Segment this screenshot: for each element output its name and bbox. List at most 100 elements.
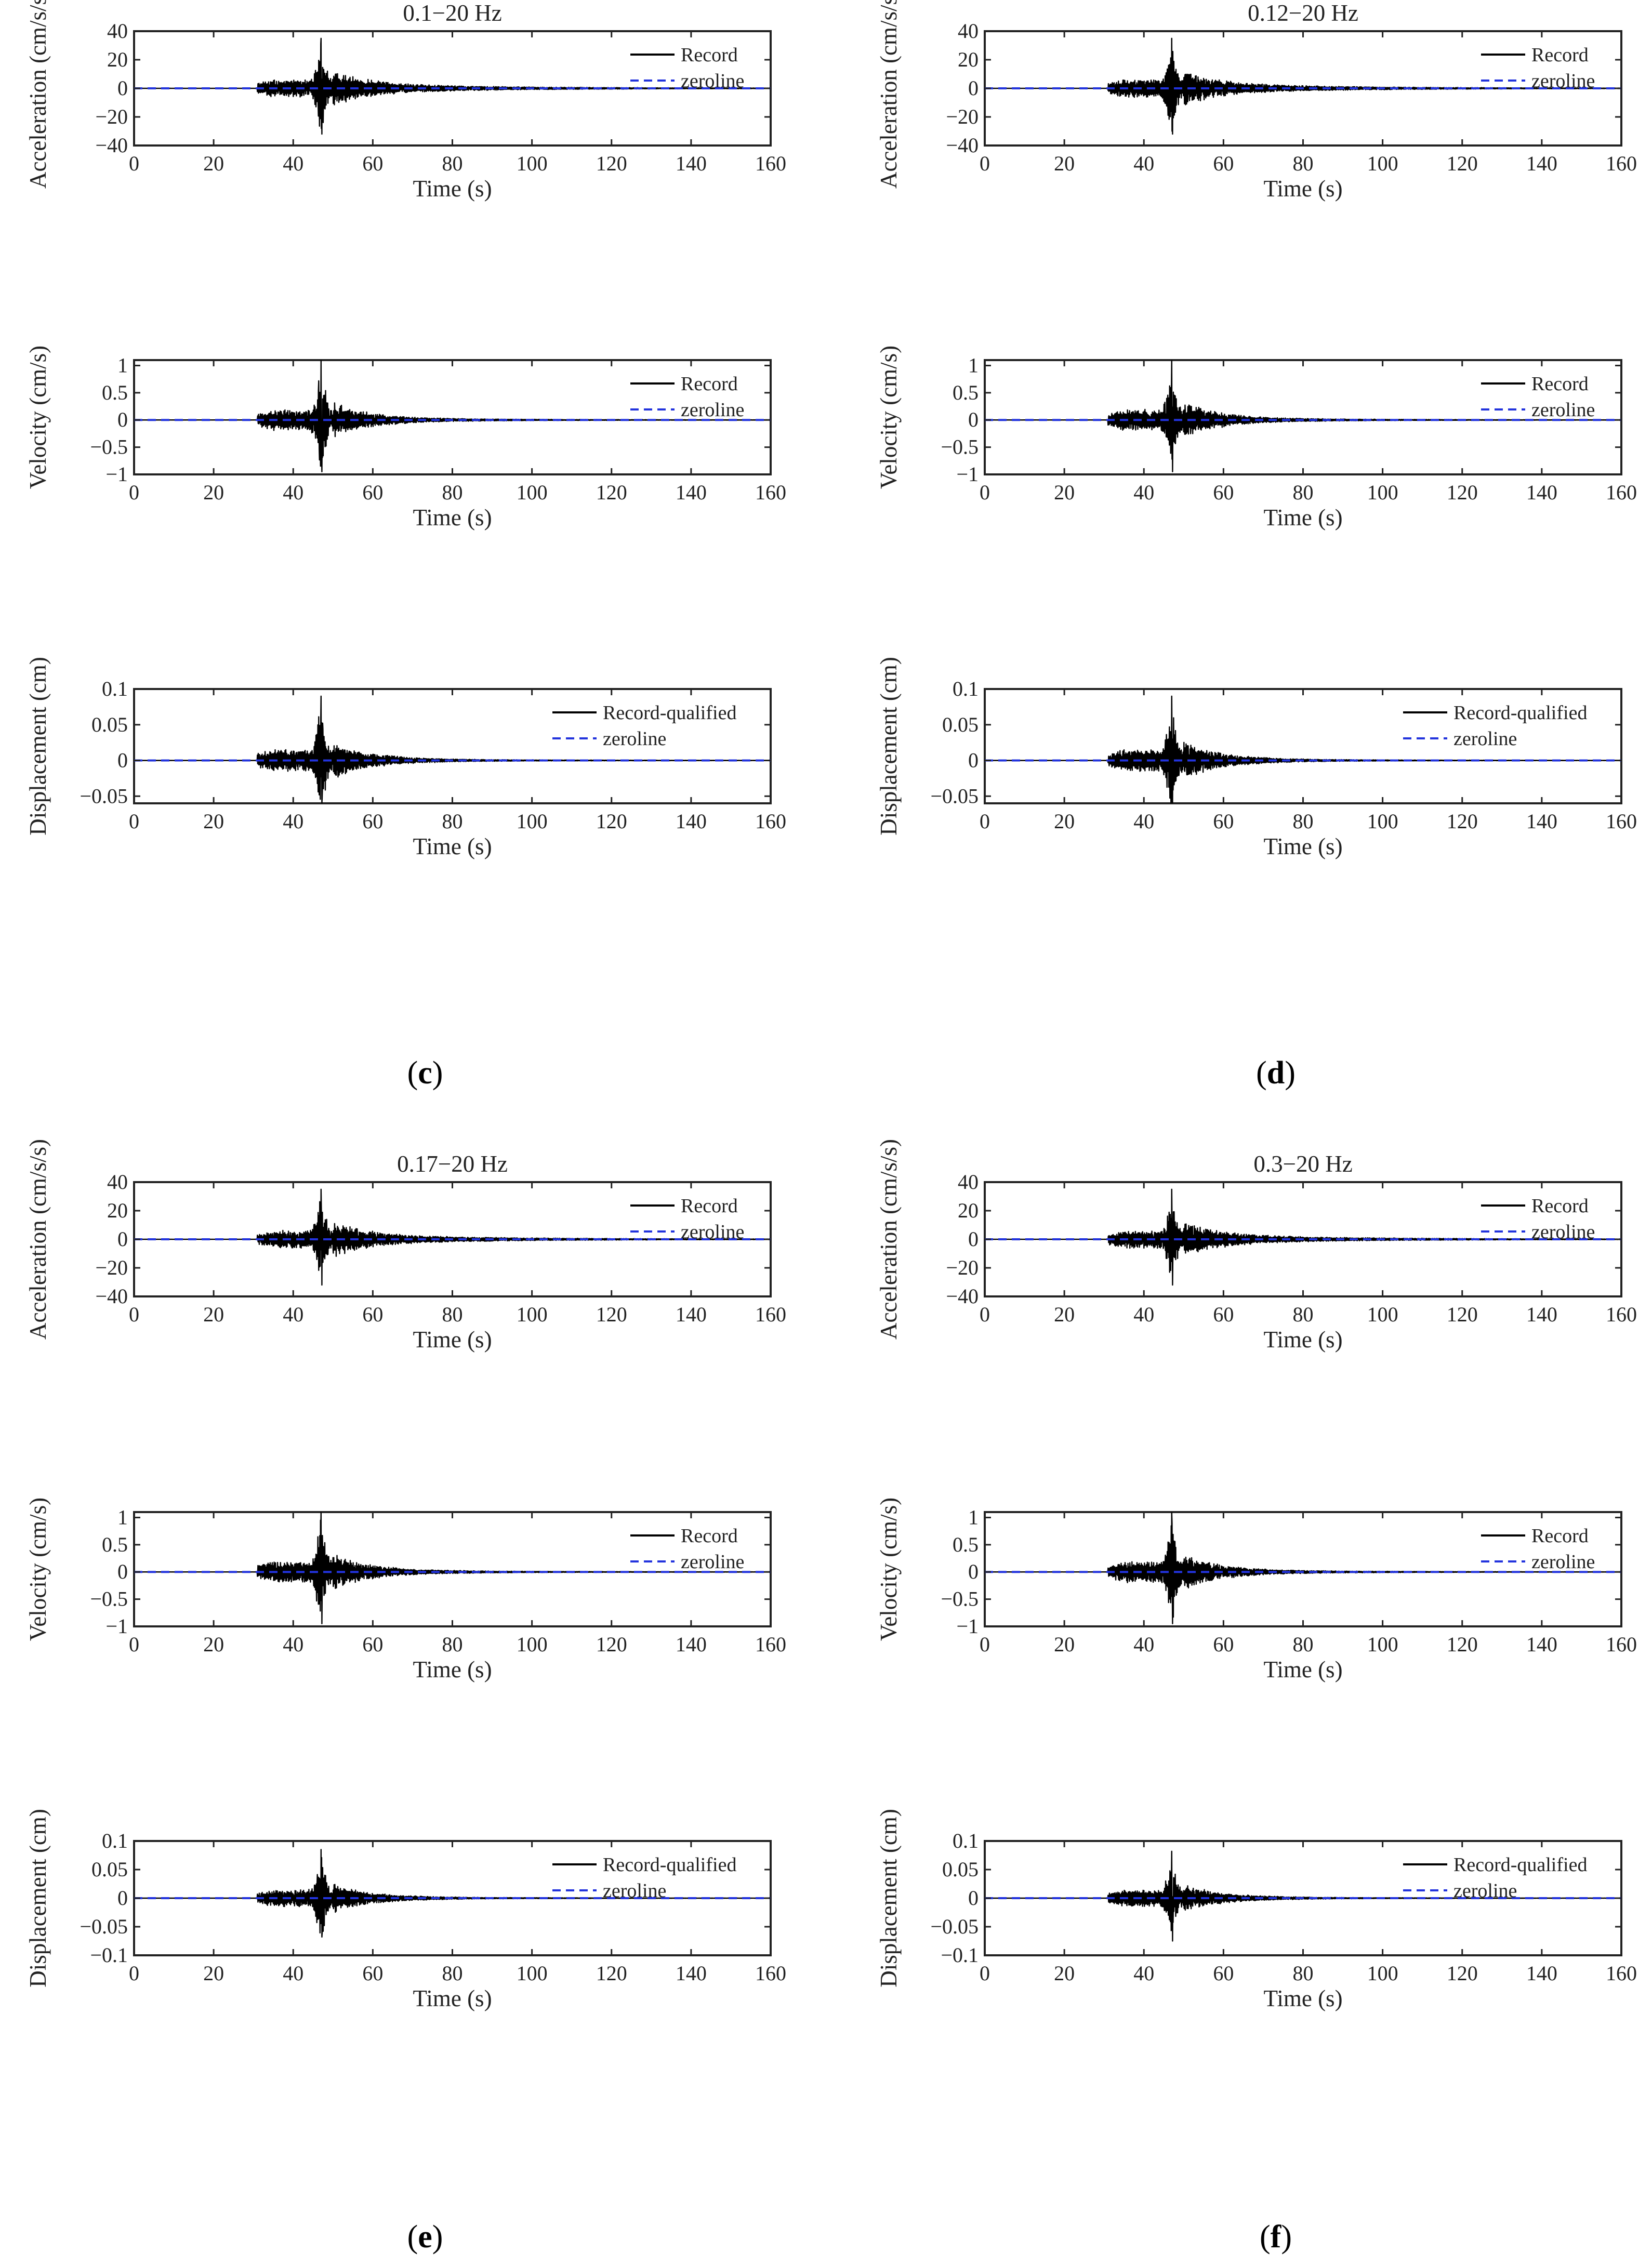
y-axis-label: Displacement (cm) [876,657,902,836]
y-tick-label: 20 [958,1199,979,1222]
plot-area [133,359,772,475]
y-tick-label: 0.1 [953,1829,979,1852]
x-tick-label: 40 [283,1303,303,1326]
legend-record-label: Record [1531,373,1589,395]
legend-zeroline-label: zeroline [1453,728,1517,750]
legend-zeroline-label: zeroline [681,399,744,421]
legend-record-label: Record-qualified [1453,1854,1587,1876]
chart-panel: 0 20 40 60 80 100 120 140 160 −40 −20 0 20 40 Time (s)… [876,1139,1637,1353]
legend-record-label: Record-qualified [1453,702,1587,724]
x-tick-label: 0 [980,1962,990,1985]
panel-label-close: ) [432,1055,443,1091]
y-axis-label: Acceleration (cm/s/s) [876,1139,902,1340]
x-tick-label: 120 [1447,810,1478,833]
x-tick-label: 20 [1054,152,1075,175]
x-axis-label: Time (s) [413,1985,492,2011]
chart-title: 0.17−20 Hz [397,1151,508,1177]
x-axis-label: Time (s) [1263,1985,1342,2011]
x-tick-label: 140 [1526,810,1557,833]
y-tick-label: 0.05 [942,713,979,736]
x-tick-label: 80 [442,481,463,504]
legend-zeroline-label: zeroline [1531,399,1595,421]
x-tick-label: 120 [1447,1303,1478,1326]
plot-area [984,1511,1622,1627]
y-tick-label: 0.1 [953,677,979,700]
x-tick-label: 140 [676,152,707,175]
x-tick-label: 60 [362,481,383,504]
y-tick-label: 1 [968,353,979,377]
y-axis-label: Acceleration (cm/s/s) [876,0,902,189]
x-axis-label: Time (s) [413,1657,492,1683]
x-tick-label: 160 [1606,481,1637,504]
x-tick-label: 120 [1447,481,1478,504]
legend-record-label: Record [681,44,738,66]
x-tick-label: 80 [1293,1633,1314,1656]
panel-label: (f) [1260,2219,1292,2255]
x-tick-label: 20 [1054,810,1075,833]
y-tick-label: 1 [117,1505,128,1529]
x-tick-label: 40 [1133,1962,1154,1985]
y-tick-label: 0.5 [102,1533,128,1556]
x-tick-label: 120 [596,1303,627,1326]
x-tick-label: 40 [1133,481,1154,504]
y-axis-label: Velocity (cm/s) [876,346,902,489]
y-tick-label: 20 [107,48,128,71]
y-tick-label: 0 [117,749,128,772]
x-tick-label: 80 [442,152,463,175]
y-tick-label: 0.05 [91,713,128,736]
x-tick-label: 100 [517,152,548,175]
plot-area [133,688,772,804]
x-axis-label: Time (s) [1263,1657,1342,1683]
x-tick-label: 60 [362,1303,383,1326]
x-tick-label: 20 [203,1962,224,1985]
x-tick-label: 0 [129,152,139,175]
y-tick-label: 0.05 [91,1858,128,1881]
chart-title: 0.1−20 Hz [403,0,501,26]
x-tick-label: 120 [1447,152,1478,175]
x-tick-label: 120 [596,810,627,833]
x-tick-label: 40 [1133,810,1154,833]
x-tick-label: 20 [1054,481,1075,504]
legend-zeroline-label: zeroline [1531,70,1595,92]
legend-record-label: Record [681,373,738,395]
legend-zeroline-label: zeroline [1453,1880,1517,1902]
x-tick-label: 40 [283,1633,303,1656]
x-tick-label: 120 [596,481,627,504]
y-tick-label: −40 [95,1284,128,1308]
x-tick-label: 60 [362,152,383,175]
panel-label: (d) [1256,1055,1296,1091]
legend-record-label: Record [1531,1525,1589,1547]
x-tick-label: 80 [1293,481,1314,504]
panel-label-open: ( [1260,2219,1271,2255]
panel-label-open: ( [1256,1055,1267,1091]
y-tick-label: −0.05 [930,1915,979,1938]
x-tick-label: 160 [1606,1303,1637,1326]
x-tick-label: 140 [1526,1633,1557,1656]
panel-label-letter: e [418,2219,432,2255]
x-tick-label: 100 [1367,1962,1398,1985]
y-tick-label: 1 [968,1505,979,1529]
x-tick-label: 20 [1054,1303,1075,1326]
y-tick-label: 20 [958,48,979,71]
y-tick-label: −1 [105,462,128,486]
x-tick-label: 0 [980,810,990,833]
x-tick-label: 0 [980,1303,990,1326]
x-axis-label: Time (s) [413,1327,492,1353]
x-tick-label: 100 [517,1962,548,1985]
y-tick-label: 0 [968,1560,979,1583]
legend-zeroline-label: zeroline [681,70,744,92]
x-tick-label: 60 [362,810,383,833]
y-tick-label: −20 [946,1256,979,1279]
x-tick-label: 120 [596,1633,627,1656]
legend-record-label: Record [681,1525,738,1547]
x-tick-label: 40 [283,481,303,504]
x-tick-label: 20 [203,152,224,175]
y-tick-label: 0 [117,1227,128,1251]
panel-label: (c) [407,1055,443,1091]
x-axis-label: Time (s) [1263,833,1342,859]
panel-label: (e) [407,2219,443,2255]
y-tick-label: 0.1 [102,1829,128,1852]
x-tick-label: 160 [1606,152,1637,175]
x-tick-label: 140 [676,1633,707,1656]
legend-zeroline-label: zeroline [603,1880,666,1902]
